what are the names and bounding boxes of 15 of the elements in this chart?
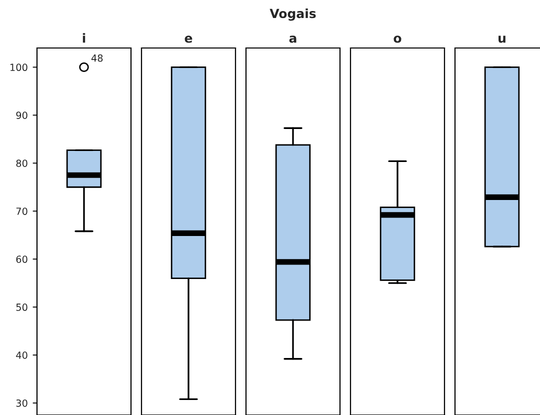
y-tick-label: 100 [10, 64, 28, 72]
x-tick-label: o [394, 36, 402, 43]
x-tick-label: u [498, 36, 506, 43]
x-tick-label: i [82, 33, 86, 43]
x-tick-label: a [289, 36, 296, 43]
annotation: 48 [91, 54, 103, 62]
y-tick-label: 50 [16, 304, 28, 311]
y-tick-label: 40 [16, 352, 28, 359]
x-tick-label: e [184, 36, 192, 43]
y-tick-label: 90 [16, 112, 28, 119]
y-tick-label: 30 [16, 399, 28, 407]
y-tick-label: 70 [16, 208, 28, 215]
y-tick-label: 80 [16, 160, 28, 167]
chart-title: Vogais [270, 8, 316, 21]
y-tick-label: 60 [16, 256, 28, 263]
